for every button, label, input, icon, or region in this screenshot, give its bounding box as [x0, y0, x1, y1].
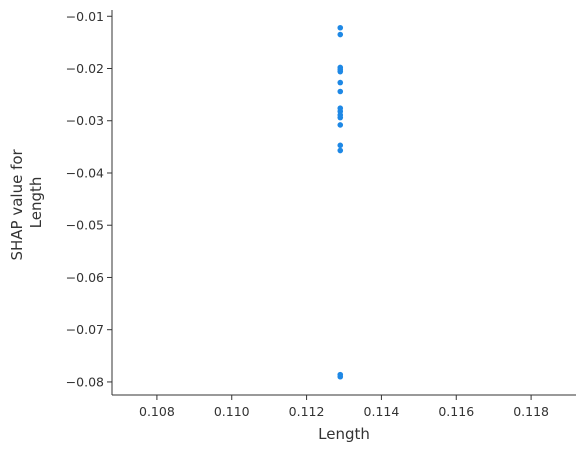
x-axis-title: Length	[318, 425, 370, 443]
y-ticks: −0.01 −0.02 −0.03 −0.04 −0.05 −0.06 −0.07 −0.08	[66, 9, 112, 389]
y-axis-title-line-1: SHAP value for	[8, 148, 26, 260]
data-point	[337, 79, 344, 86]
y-tick-label: −0.08	[66, 374, 104, 389]
data-point	[337, 24, 344, 31]
data-point	[337, 142, 344, 149]
y-axis: −0.01 −0.02 −0.03 −0.04 −0.05 −0.06 −0.07 −0.08	[66, 9, 113, 395]
x-tick-label: 0.118	[513, 404, 549, 419]
y-tick-label: −0.01	[66, 9, 104, 24]
data-point	[337, 31, 344, 38]
y-tick-label: −0.04	[66, 165, 104, 180]
data-point	[337, 68, 344, 75]
data-point	[337, 88, 344, 95]
x-tick-label: 0.110	[214, 404, 250, 419]
x-tick-label: 0.108	[139, 404, 175, 419]
y-tick-label: −0.07	[66, 322, 104, 337]
x-tick-label: 0.112	[289, 404, 325, 419]
data-point	[337, 122, 344, 128]
y-tick-label: −0.03	[66, 113, 104, 128]
x-axis: 0.108 0.110 0.112 0.114 0.116 0.118	[112, 394, 576, 419]
y-axis-title: SHAP value for Length	[8, 144, 45, 260]
y-axis-title-line-2: Length	[27, 177, 45, 229]
data-point	[337, 373, 344, 380]
y-tick-label: −0.02	[66, 61, 104, 76]
data-point	[337, 147, 344, 154]
x-tick-label: 0.114	[364, 404, 400, 419]
y-tick-label: −0.06	[66, 270, 104, 285]
data-point	[337, 114, 344, 121]
y-tick-label: −0.05	[66, 218, 104, 233]
x-tick-label: 0.116	[438, 404, 474, 419]
x-ticks: 0.108 0.110 0.112 0.114 0.116 0.118	[139, 395, 549, 419]
scatter-points	[337, 24, 344, 380]
